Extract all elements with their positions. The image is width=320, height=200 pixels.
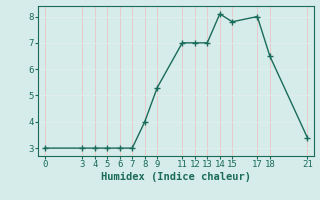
X-axis label: Humidex (Indice chaleur): Humidex (Indice chaleur) xyxy=(101,172,251,182)
